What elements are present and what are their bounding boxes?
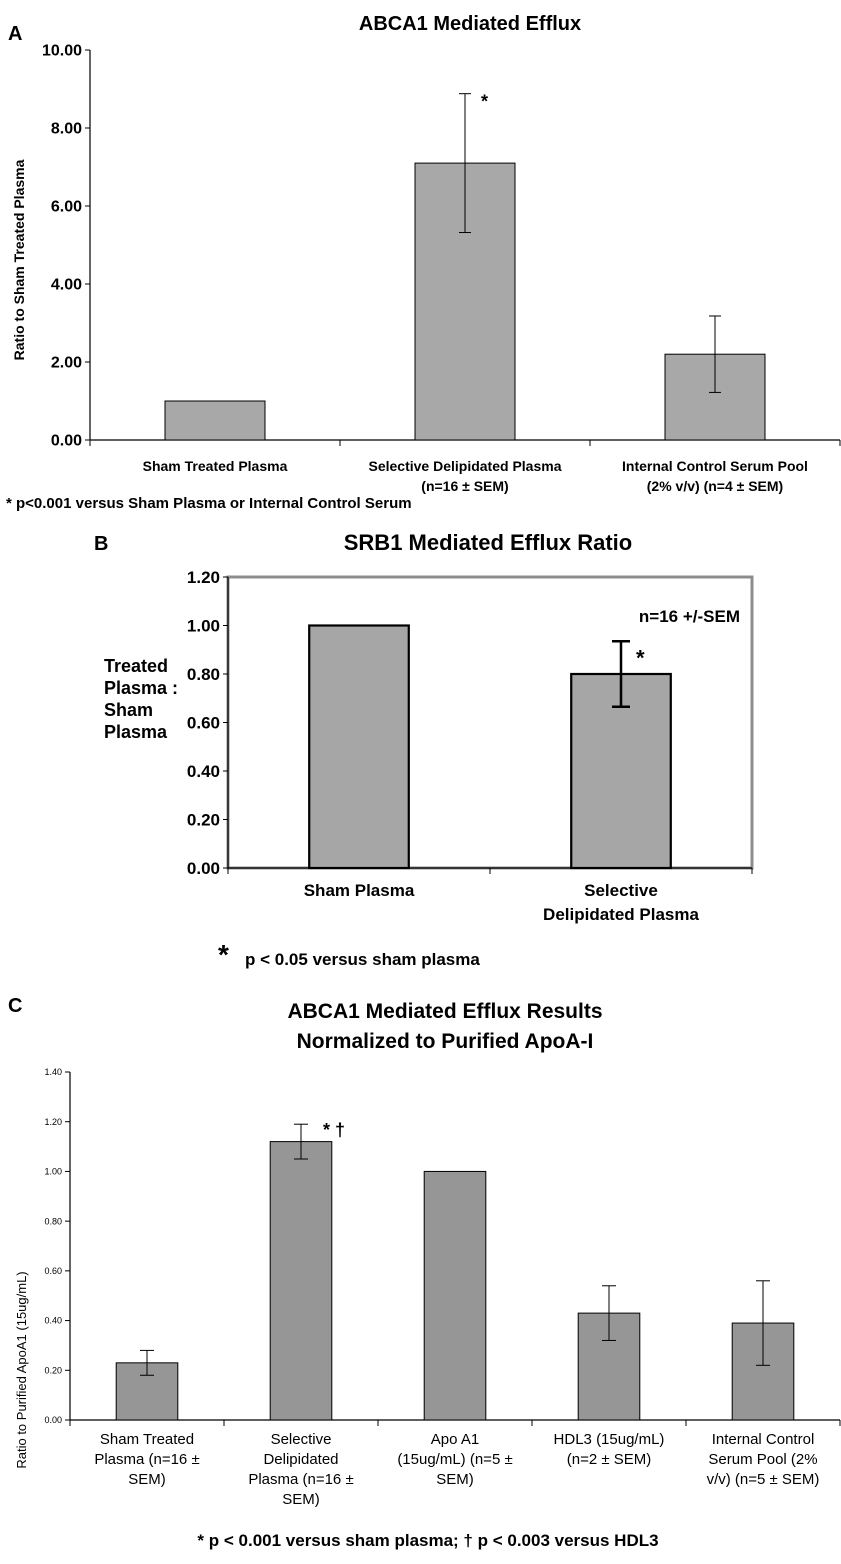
y-tick-label: 1.00: [44, 1167, 62, 1177]
panel-b-plot: 0.00 0.20 0.40 0.60 0.80 1.00 1.20 Sham Plasma *…: [187, 568, 754, 924]
panel-c-plot: 0.00 0.20 0.40 0.60 0.80 1.00 1.20 1.40 Sham Tre…: [44, 1067, 841, 1508]
y-tick-label: 6.00: [51, 199, 82, 216]
x-category-label: Plasma (n=16 ±: [248, 1471, 353, 1488]
y-tick-label: 8.00: [51, 121, 82, 138]
y-tick-label: 0.00: [187, 859, 220, 878]
panel-b-footnote: p < 0.05 versus sham plasma: [245, 950, 480, 969]
x-category-label: Selective: [584, 881, 658, 900]
y-tick-label: 1.20: [44, 1117, 62, 1127]
x-category-label: Internal Control Serum Pool: [622, 458, 808, 474]
y-tick-label: 0.20: [187, 810, 220, 829]
panel-a-footnote: * p<0.001 versus Sham Plasma or Internal…: [6, 495, 412, 512]
significance-marker: *: [636, 645, 645, 670]
panel-c-footnote: * p < 0.001 versus sham plasma; † p < 0.…: [197, 1531, 658, 1550]
y-tick-label: 2.00: [51, 355, 82, 372]
bar: [308, 624, 410, 870]
x-category-label: Selective: [271, 1431, 332, 1448]
y-tick-label: 0.60: [44, 1266, 62, 1276]
bar: [423, 1170, 487, 1421]
y-tick-label: 1.20: [187, 568, 220, 587]
y-axis-label-line: Plasma: [104, 722, 168, 742]
panel-c-letter: C: [8, 995, 22, 1017]
x-category-label: HDL3 (15ug/mL): [554, 1431, 665, 1448]
panel-b-annotation: n=16 +/-SEM: [639, 607, 740, 626]
panel-a-title: ABCA1 Mediated Efflux: [359, 13, 581, 35]
x-category-label: Delipidated Plasma: [543, 905, 699, 924]
panel-b-letter: B: [94, 533, 108, 555]
y-tick-label: 10.00: [42, 43, 82, 60]
panel-a-y-axis-label: Ratio to Sham Treated Plasma: [11, 159, 27, 360]
x-category-label: Internal Control: [712, 1431, 815, 1448]
y-tick-label: 0.80: [187, 665, 220, 684]
panel-a-chart: A ABCA1 Mediated Efflux Ratio to Sham Tr…: [6, 13, 841, 512]
x-category-label: (n=16 ± SEM): [421, 478, 508, 494]
y-axis-label-line: Treated: [104, 656, 168, 676]
x-category-label: (n=2 ± SEM): [567, 1451, 652, 1468]
y-tick-label: 0.40: [187, 762, 220, 781]
x-category-label: (15ug/mL) (n=5 ±: [397, 1451, 512, 1468]
x-category-label: Delipidated: [263, 1451, 338, 1468]
panel-c-title-line: Normalized to Purified ApoA-I: [297, 1030, 594, 1053]
x-category-label: Sham Plasma: [304, 881, 415, 900]
y-tick-label: 0.00: [51, 433, 82, 450]
x-category-label: Serum Pool (2%: [708, 1451, 817, 1468]
x-category-label: SEM): [282, 1491, 320, 1508]
y-tick-label: 0.60: [187, 713, 220, 732]
y-tick-label: 1.40: [44, 1067, 62, 1077]
significance-marker: *: [481, 92, 488, 112]
x-category-label: v/v) (n=5 ± SEM): [707, 1471, 820, 1488]
panel-c-y-axis-label: Ratio to Purified ApoA1 (15ug/mL): [14, 1271, 29, 1468]
y-axis-label-line: Sham: [104, 700, 153, 720]
x-category-label: SEM): [436, 1471, 474, 1488]
panel-a-letter: A: [8, 23, 22, 45]
bar: [164, 400, 266, 441]
panel-b-chart: B SRB1 Mediated Efflux Ratio TreatedPlas…: [94, 530, 754, 970]
x-category-label: Apo A1: [431, 1431, 479, 1448]
y-tick-label: 0.00: [44, 1415, 62, 1425]
x-category-label: Sham Treated Plasma: [143, 458, 288, 474]
y-tick-label: 0.80: [44, 1216, 62, 1226]
y-tick-label: 0.40: [44, 1316, 62, 1326]
y-axis-label-line: Plasma :: [104, 678, 178, 698]
panel-c-chart: C ABCA1 Mediated Efflux Results Normalize…: [8, 995, 841, 1550]
bar: [269, 1141, 333, 1421]
y-tick-label: 1.00: [187, 616, 220, 635]
x-category-label: Sham Treated: [100, 1431, 194, 1448]
significance-marker: * †: [323, 1120, 345, 1140]
panel-c-title-line: ABCA1 Mediated Efflux Results: [287, 1000, 602, 1023]
y-tick-label: 4.00: [51, 277, 82, 294]
panel-a-plot: 0.00 2.00 4.00 6.00 8.00 10.00 Sham Treated Pl…: [42, 43, 841, 494]
x-category-label: SEM): [128, 1471, 166, 1488]
y-tick-label: 0.20: [44, 1365, 62, 1375]
panel-b-title: SRB1 Mediated Efflux Ratio: [344, 530, 632, 555]
panel-c-title: ABCA1 Mediated Efflux Results Normalized …: [287, 1000, 602, 1053]
x-category-label: (2% v/v) (n=4 ± SEM): [647, 478, 783, 494]
panel-b-footnote-star: *: [218, 939, 229, 970]
x-category-label: Selective Delipidated Plasma: [369, 458, 562, 474]
x-category-label: Plasma (n=16 ±: [94, 1451, 199, 1468]
